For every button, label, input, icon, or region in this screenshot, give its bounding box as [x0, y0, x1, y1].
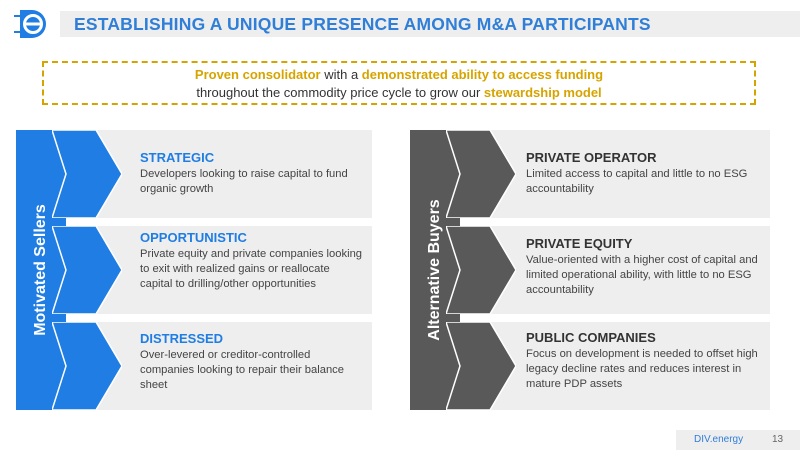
- callout-text: throughout the commodity price cycle to …: [196, 85, 484, 100]
- alternative-buyers-bar: Alternative Buyers: [410, 130, 460, 410]
- seller-card-title: DISTRESSED: [140, 331, 224, 346]
- callout-box: Proven consolidator with a demonstrated …: [42, 61, 756, 105]
- callout-connector: with a: [320, 67, 362, 82]
- seller-card-title: STRATEGIC: [140, 150, 215, 165]
- chevron-icon: [446, 226, 516, 314]
- motivated-sellers-bar: Motivated Sellers: [16, 130, 66, 410]
- chevron-icon: [446, 130, 516, 218]
- seller-card-text: Developers looking to raise capital to f…: [140, 168, 348, 195]
- chevron-icon: [52, 226, 122, 314]
- div-energy-logo-icon: [14, 10, 46, 38]
- seller-card-text: Over-levered or creditor-controlled comp…: [140, 349, 344, 391]
- header-bar: ESTABLISHING A UNIQUE PRESENCE AMONG M&A…: [0, 0, 800, 46]
- chevron-icon: [446, 322, 516, 410]
- page-number: 13: [772, 434, 784, 445]
- title-background: [60, 11, 800, 37]
- buyer-card-text: Limited access to capital and little to …: [526, 168, 748, 195]
- motivated-sellers-label: Motivated Sellers: [32, 204, 49, 336]
- chevron-icon: [52, 130, 122, 218]
- page-title: ESTABLISHING A UNIQUE PRESENCE AMONG M&A…: [74, 14, 651, 34]
- buyer-card-title: PRIVATE OPERATOR: [526, 150, 657, 165]
- callout-line-1: Proven consolidator with a demonstrated …: [44, 66, 754, 84]
- chevron-icon: [52, 322, 122, 410]
- seller-card-title: OPPORTUNISTIC: [140, 230, 247, 245]
- buyer-card-text: Focus on development is needed to offset…: [526, 348, 758, 390]
- seller-card-text: Private equity and private companies loo…: [140, 248, 363, 290]
- callout-highlight-2: demonstrated ability to access funding: [361, 67, 604, 82]
- callout-highlight-3: stewardship model: [483, 85, 602, 100]
- buyer-card-text: Value-oriented with a higher cost of cap…: [526, 254, 758, 296]
- callout-line-2: throughout the commodity price cycle to …: [44, 84, 754, 102]
- footer-brand: DIV.energy: [694, 434, 744, 445]
- alternative-buyers-label: Alternative Buyers: [426, 199, 443, 341]
- callout-highlight-1: Proven consolidator: [194, 67, 321, 82]
- buyer-card-title: PRIVATE EQUITY: [526, 236, 633, 251]
- buyer-card-title: PUBLIC COMPANIES: [526, 330, 656, 345]
- footer-background: [676, 430, 800, 450]
